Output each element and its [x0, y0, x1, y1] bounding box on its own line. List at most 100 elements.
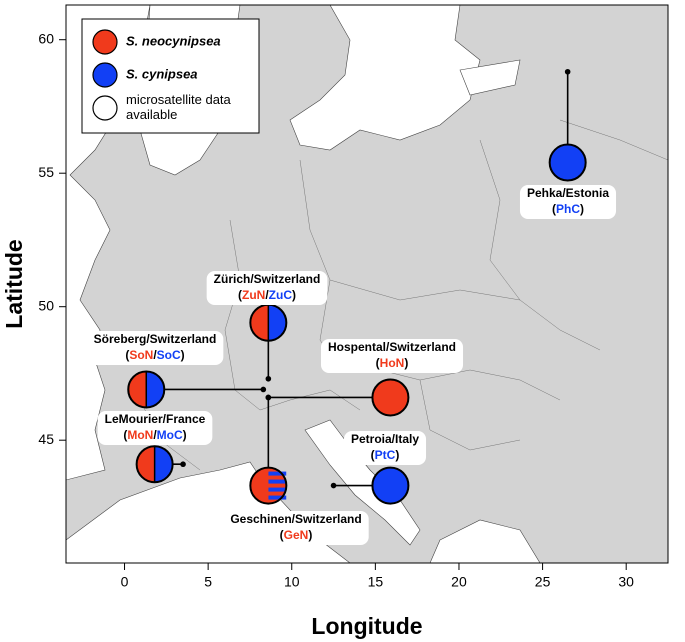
site-code-part: / — [153, 428, 157, 442]
legend-label: available — [126, 107, 177, 122]
site-code-part: MoC — [157, 428, 183, 442]
site-code-part: ( — [376, 356, 380, 370]
site-code: (PhC) — [552, 202, 584, 216]
site-marker — [249, 466, 288, 505]
site-code-part: ) — [308, 528, 312, 542]
x-tick-label: 20 — [451, 574, 467, 590]
site-code-part: ) — [580, 202, 584, 216]
legend-swatch — [92, 95, 118, 121]
site-name: LeMourier/France — [105, 412, 206, 426]
marker-stripe — [268, 471, 287, 476]
site-marker — [249, 303, 288, 342]
site-marker — [548, 143, 587, 182]
site-name: Hospental/Switzerland — [328, 340, 456, 354]
legend-swatch — [92, 62, 118, 88]
site-label-box — [223, 511, 369, 545]
marker-outline — [548, 143, 587, 182]
site-code-part: ( — [238, 288, 242, 302]
legend-swatch — [92, 29, 118, 55]
site-code-part: ) — [292, 288, 296, 302]
marker-outline — [249, 466, 288, 505]
sample-point — [180, 461, 186, 468]
marker-stripe — [268, 479, 287, 484]
marker-half — [146, 371, 165, 408]
site-code-part: ZuN — [242, 288, 265, 302]
site-code-part: GeN — [284, 528, 309, 542]
site-label-box — [206, 271, 328, 305]
site-code-part: MoN — [127, 428, 153, 442]
legend-label: S. neocynipsea — [126, 33, 221, 48]
sample-point — [265, 394, 272, 401]
x-tick-label: 5 — [204, 574, 212, 590]
site-marker — [371, 466, 410, 505]
x-axis-title: Longitude — [311, 613, 422, 639]
site-code-part: SoC — [157, 348, 181, 362]
sample-point — [330, 482, 337, 489]
plot-frame — [65, 4, 669, 564]
site-code-part: ) — [395, 448, 399, 462]
site-name: Zürich/Switzerland — [214, 272, 321, 286]
y-tick-label: 55 — [38, 164, 54, 180]
sample-point — [260, 386, 267, 393]
x-tick-label: 25 — [535, 574, 551, 590]
site-code-part: PtC — [375, 448, 396, 462]
site-code-part: / — [265, 288, 269, 302]
site-label-box — [343, 431, 427, 465]
site-code: (ZuN/ZuC) — [238, 288, 296, 302]
site-code-part: SoN — [129, 348, 153, 362]
site-label-box — [320, 339, 464, 373]
marker-fill — [549, 144, 586, 181]
y-tick-label: 45 — [38, 431, 54, 447]
site-code: (SoN/SoC) — [125, 348, 184, 362]
marker-half — [250, 304, 269, 341]
site-code-part: ) — [404, 356, 408, 370]
marker-outline — [371, 466, 410, 505]
marker-stripe — [268, 487, 287, 492]
site-code-part: ZuC — [269, 288, 293, 302]
marker-half — [268, 304, 287, 341]
marker-half — [154, 446, 173, 483]
legend-label: S. cynipsea — [126, 66, 198, 81]
site-code: (MoN/MoC) — [123, 428, 186, 442]
site-marker — [371, 378, 410, 417]
marker-outline — [371, 378, 410, 417]
site-code-part: HoN — [380, 356, 405, 370]
site-marker — [135, 445, 174, 484]
marker-outline — [127, 370, 166, 409]
site-code: (PtC) — [371, 448, 400, 462]
x-tick-label: 10 — [284, 574, 300, 590]
x-tick-label: 30 — [618, 574, 634, 590]
marker-half — [136, 446, 155, 483]
site-code-part: ( — [280, 528, 284, 542]
site-name: Petroia/Italy — [351, 432, 419, 446]
site-name: Pehka/Estonia — [527, 186, 609, 200]
marker-half — [128, 371, 147, 408]
site-code-part: PhC — [556, 202, 580, 216]
site-code: (GeN) — [280, 528, 313, 542]
x-tick-label: 0 — [121, 574, 129, 590]
legend-label: microsatellite data — [126, 92, 232, 107]
site-code-part: ( — [125, 348, 129, 362]
marker-fill — [372, 379, 409, 416]
site-code-part: ) — [183, 428, 187, 442]
y-tick-label: 50 — [38, 297, 54, 313]
site-label-box — [519, 185, 617, 219]
marker-fill — [250, 467, 287, 504]
site-name: Geschinen/Switzerland — [230, 512, 361, 526]
site-label-box — [97, 411, 213, 445]
site-label-box — [86, 331, 224, 365]
sample-point — [564, 68, 571, 75]
site-code-part: ) — [181, 348, 185, 362]
x-tick-label: 15 — [368, 574, 384, 590]
site-code-part: ( — [371, 448, 375, 462]
site-code: (HoN) — [376, 356, 409, 370]
marker-outline — [135, 445, 174, 484]
y-tick-label: 60 — [38, 30, 54, 46]
site-code-part: / — [153, 348, 157, 362]
site-code-part: ( — [552, 202, 556, 216]
site-marker — [127, 370, 166, 409]
site-name: Söreberg/Switzerland — [94, 332, 217, 346]
sample-point — [265, 375, 272, 382]
marker-fill — [372, 467, 409, 504]
